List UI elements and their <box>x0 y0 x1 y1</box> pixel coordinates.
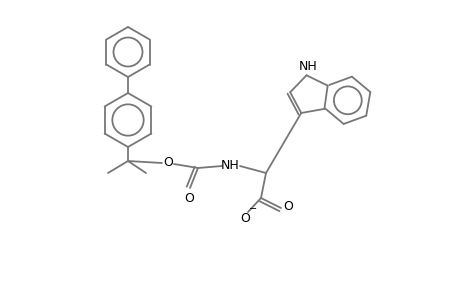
Text: −: − <box>248 204 257 214</box>
Text: O: O <box>184 191 194 205</box>
Text: O: O <box>240 212 249 226</box>
Text: NH: NH <box>298 60 317 73</box>
Text: O: O <box>282 200 292 214</box>
Text: O: O <box>162 155 173 169</box>
Text: NH: NH <box>220 158 239 172</box>
